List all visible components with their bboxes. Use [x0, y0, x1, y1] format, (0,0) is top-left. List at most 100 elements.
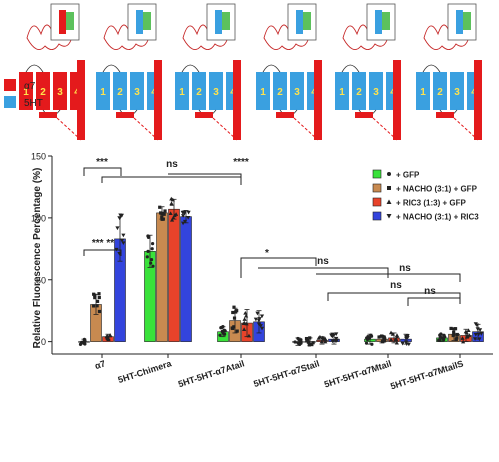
schematic-a7: 1234 — [19, 3, 85, 141]
data-point — [395, 334, 400, 339]
data-point — [388, 330, 394, 335]
data-point — [293, 340, 297, 344]
data-point — [162, 212, 166, 216]
tm-segment-label: 2 — [277, 87, 283, 98]
x-tick-labels: α7 5HT-Chimera 5HT-5HT-α7Atail 5HT-5HT-α7St… — [93, 354, 465, 391]
sig-a7-outer — [83, 167, 122, 176]
data-point — [316, 335, 321, 340]
y-tick-label: 0 — [41, 337, 46, 347]
x-tick-label: 5HT-Chimera — [117, 358, 174, 385]
tm-segment-label: 2 — [40, 87, 46, 98]
zoom-tail — [463, 12, 471, 30]
data-point — [472, 337, 478, 341]
tm-segment-label: 3 — [294, 87, 300, 98]
loop — [341, 64, 360, 73]
data-point — [230, 326, 234, 330]
bar-1-1 — [156, 212, 168, 342]
tm-segment-label: 1 — [179, 87, 185, 98]
intracellular-loop — [276, 112, 294, 118]
data-point — [169, 217, 175, 222]
zoom-helix — [456, 10, 463, 34]
sig-atail-mtails — [316, 273, 461, 282]
data-point — [304, 336, 309, 341]
sig-stail-mtails — [327, 292, 461, 301]
data-point — [257, 317, 262, 321]
sig-stail-mtails-label: ns — [390, 280, 402, 291]
data-point — [258, 324, 263, 328]
chart-error-bars — [81, 198, 481, 346]
data-point — [186, 210, 191, 215]
legend-marker — [386, 199, 392, 204]
sig-atail-mtails-label: ns — [399, 263, 411, 274]
tm-segment — [175, 72, 189, 110]
tm-segment-label: 3 — [454, 87, 460, 98]
data-point — [242, 327, 247, 331]
data-point — [168, 211, 173, 216]
data-point — [93, 296, 97, 300]
tm-segment — [130, 72, 144, 110]
legend-label-0: + GFP — [396, 171, 420, 180]
c-tail — [233, 60, 241, 140]
data-point — [377, 335, 381, 339]
sig-atail-stail — [240, 257, 317, 278]
data-point — [151, 242, 155, 246]
data-point — [119, 238, 125, 243]
legend-swatch-2 — [372, 197, 382, 207]
data-point — [323, 339, 328, 344]
tm-segment-label: 2 — [117, 87, 123, 98]
sig-a7-inner — [83, 249, 122, 256]
schematic-5HT-5HT-a7MtailS: 1234 — [416, 3, 482, 141]
schematic-5HT-5HT-a7Stail: 1234 — [256, 3, 322, 141]
legend-swatch-1 — [372, 183, 382, 193]
data-point — [406, 342, 411, 347]
bar-1-2 — [168, 208, 180, 342]
data-point — [461, 339, 466, 344]
loop — [25, 64, 44, 73]
y-tick-label: 150 — [31, 152, 46, 162]
data-point — [115, 226, 120, 231]
chart-axes: 0 50 100 150 — [31, 152, 493, 355]
tm-segment — [36, 72, 50, 110]
data-point — [232, 316, 237, 320]
sig-a7-outer-label: *** — [96, 157, 108, 168]
data-point — [92, 304, 96, 308]
data-point — [442, 338, 446, 342]
data-point — [117, 251, 122, 256]
data-point — [455, 336, 459, 340]
sig-mtail-mtails-label: ns — [424, 286, 436, 297]
sig-stail-mtail — [258, 267, 389, 278]
data-point — [465, 334, 470, 339]
legend-label-2: + RIC3 (1:3) + GFP — [396, 199, 466, 208]
data-point — [150, 247, 154, 251]
y-axis-label: Relative Fluorescence Percentage (%) — [32, 168, 43, 349]
tm-segment-label: 3 — [57, 87, 63, 98]
data-point — [466, 328, 471, 333]
5ht-key-label: 5HT — [24, 98, 43, 109]
data-point — [299, 338, 303, 342]
data-point — [146, 249, 150, 253]
zoom-helix — [296, 10, 303, 34]
data-point — [119, 213, 124, 218]
data-point — [97, 295, 101, 300]
tm-segment-label: 2 — [437, 87, 443, 98]
tm-segment-label: 1 — [339, 87, 345, 98]
legend-swatch-3 — [372, 211, 382, 221]
c-tail — [154, 60, 162, 140]
data-point — [181, 210, 186, 215]
tm-segment — [19, 72, 33, 110]
legend-marker — [387, 172, 391, 176]
legend-label-3: + NACHO (3:1) + RIC3 — [396, 213, 479, 222]
intracellular-loop — [355, 112, 373, 118]
data-point — [231, 310, 235, 315]
zoom-helix — [215, 10, 222, 34]
x-tick-label: 5HT-5HT-α7Atail — [177, 358, 246, 389]
data-point — [476, 332, 481, 337]
tm-segment — [53, 72, 67, 110]
tm-segment — [450, 72, 464, 110]
zoom-helix — [375, 10, 382, 34]
tm-segment — [96, 72, 110, 110]
intracellular-loop — [436, 112, 454, 118]
data-point — [235, 309, 239, 313]
